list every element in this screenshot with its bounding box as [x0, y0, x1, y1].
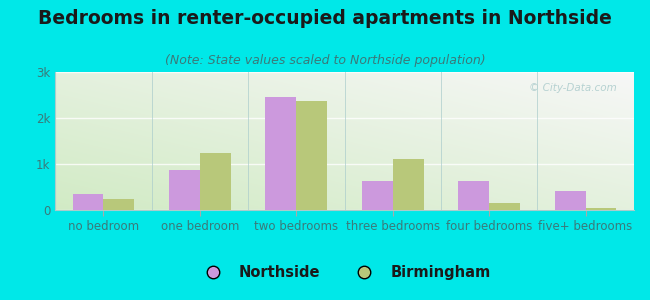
- Text: (Note: State values scaled to Northside population): (Note: State values scaled to Northside …: [164, 54, 486, 67]
- Bar: [265, 97, 296, 210]
- Bar: [296, 101, 327, 210]
- Bar: [393, 159, 424, 210]
- Bar: [586, 208, 616, 210]
- Bar: [169, 170, 200, 210]
- Bar: [362, 182, 393, 210]
- Bar: [489, 203, 520, 210]
- Bar: [554, 191, 586, 210]
- Legend: Northside, Birmingham: Northside, Birmingham: [192, 259, 497, 286]
- Text: Bedrooms in renter-occupied apartments in Northside: Bedrooms in renter-occupied apartments i…: [38, 9, 612, 28]
- Text: © City-Data.com: © City-Data.com: [528, 83, 616, 93]
- Bar: [200, 153, 231, 210]
- Bar: [103, 199, 135, 210]
- Bar: [458, 181, 489, 210]
- Bar: [73, 194, 103, 210]
